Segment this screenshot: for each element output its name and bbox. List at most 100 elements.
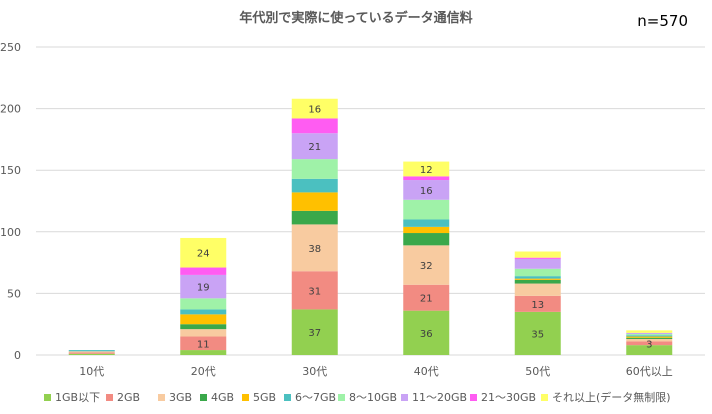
bar-segment: [291, 192, 338, 211]
data-label: 24: [197, 249, 210, 260]
data-label: 37: [308, 328, 321, 339]
data-label: 35: [531, 329, 544, 340]
legend-label: 3GB: [169, 391, 192, 404]
y-tick-label: 200: [0, 103, 21, 116]
bar-segment: [180, 298, 227, 310]
bar-segment: [514, 258, 561, 269]
bar-segment: [514, 276, 561, 279]
y-tick-label: 150: [0, 164, 21, 177]
legend-swatch: [541, 394, 548, 401]
bar-segment: [291, 224, 338, 272]
bar-segment: [291, 133, 338, 160]
bar-segment: [403, 226, 450, 234]
data-label: 12: [420, 165, 433, 176]
data-label: 32: [420, 261, 433, 272]
y-tick-label: 50: [7, 287, 21, 300]
bar-segment: [403, 180, 450, 200]
legend-swatch: [242, 394, 249, 401]
data-label: 13: [531, 300, 544, 311]
data-label: 11: [197, 339, 210, 350]
bar-segment: [68, 352, 115, 354]
x-axis: 10代 20代 30代 40代 50代 60代以上: [79, 365, 673, 378]
bar-segment: [514, 268, 561, 277]
legend-swatch: [200, 394, 207, 401]
y-tick-label: 100: [0, 226, 21, 239]
sample-size-label: n=570: [637, 12, 688, 30]
bar-segment: [514, 311, 561, 355]
bar-segment: [403, 310, 450, 355]
bar-segment: [403, 233, 450, 246]
bar-segment: [626, 337, 673, 339]
data-labels: 37 36 35 11 31 21 13 3 38 32 19 21 16 24 16 12: [197, 105, 653, 351]
legend-swatch: [470, 394, 477, 401]
x-tick-label: 20代: [191, 365, 216, 378]
x-tick-label: 10代: [79, 365, 104, 378]
bar-segment: [403, 176, 450, 181]
bar-segment: [180, 336, 227, 351]
bar-segment: [626, 341, 673, 346]
bar-segment: [291, 118, 338, 134]
bar-segment: [514, 251, 561, 258]
bar-segment: [626, 335, 673, 337]
bar-segment: [68, 353, 115, 355]
bar-segment: [180, 314, 227, 325]
data-label: 16: [420, 186, 433, 197]
legend-swatch: [106, 394, 113, 401]
bar-segment: [403, 219, 450, 227]
bar-segment: [68, 351, 115, 353]
bars: [68, 98, 673, 355]
data-label: 16: [308, 105, 321, 116]
bar-segment: [180, 329, 227, 337]
legend-swatch: [401, 394, 408, 401]
legend-swatch: [158, 394, 165, 401]
legend-label: 6〜7GB: [295, 391, 336, 404]
legend-label: 1GB以下: [55, 391, 100, 404]
bar-segment: [403, 161, 450, 177]
bar-segment: [403, 245, 450, 285]
bar-segment: [626, 330, 673, 333]
bar-segment: [626, 332, 673, 335]
bar-segment: [180, 267, 227, 275]
legend-label: 21〜30GB: [481, 391, 536, 404]
bar-segment: [68, 350, 115, 352]
bar-segment: [180, 309, 227, 315]
data-label: 19: [197, 283, 210, 294]
bar-segment: [514, 283, 561, 296]
legend-label: 11〜20GB: [412, 391, 467, 404]
gridlines: [36, 46, 705, 356]
legend-label: 8〜10GB: [349, 391, 397, 404]
bar-segment: [291, 98, 338, 119]
bar-segment: [291, 309, 338, 355]
bar-segment: [626, 345, 673, 355]
bar-segment: [514, 295, 561, 312]
bar-segment: [180, 274, 227, 299]
y-axis: 0 50 100 150 200 250: [0, 41, 21, 362]
x-tick-label: 50代: [525, 365, 550, 378]
x-tick-label: 40代: [414, 365, 439, 378]
bar-segment: [626, 338, 673, 342]
bar-segment: [291, 178, 338, 193]
bar-segment: [514, 257, 561, 259]
y-tick-label: 250: [0, 41, 21, 54]
bar-segment: [403, 284, 450, 311]
bar-segment: [180, 324, 227, 330]
legend-swatch: [284, 394, 291, 401]
legend-label: 5GB: [253, 391, 276, 404]
data-label: 21: [420, 294, 433, 305]
legend-label: 4GB: [211, 391, 234, 404]
data-label: 36: [420, 329, 433, 340]
bar-segment: [514, 279, 561, 284]
bar-segment: [403, 199, 450, 220]
y-tick-label: 0: [14, 349, 21, 362]
chart-title: 年代別で実際に使っているデータ通信料: [239, 10, 472, 26]
data-label: 38: [308, 244, 321, 255]
data-label: 21: [308, 142, 321, 153]
bar-segment: [626, 336, 673, 338]
bar-segment: [291, 159, 338, 179]
data-label: 31: [308, 286, 321, 297]
legend-label: 2GB: [117, 391, 140, 404]
legend-label: それ以上(データ無制限): [552, 390, 671, 404]
x-tick-label: 30代: [302, 365, 327, 378]
bar-segment: [514, 278, 561, 280]
